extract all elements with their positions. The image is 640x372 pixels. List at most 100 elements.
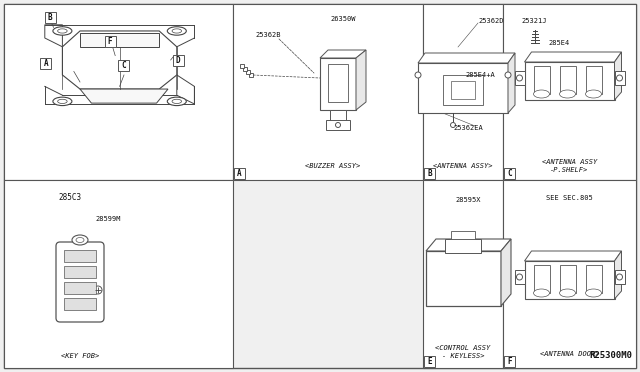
Bar: [64, 266, 96, 278]
Bar: [534, 265, 550, 293]
Ellipse shape: [72, 235, 88, 245]
Text: B: B: [48, 13, 52, 22]
Polygon shape: [501, 239, 511, 306]
Text: 28599M: 28599M: [95, 216, 121, 222]
Bar: [320, 58, 356, 110]
Circle shape: [505, 72, 511, 78]
Text: <ANTENNA ASSY>: <ANTENNA ASSY>: [433, 163, 493, 169]
Circle shape: [516, 274, 522, 280]
Ellipse shape: [53, 97, 72, 106]
Ellipse shape: [559, 90, 575, 98]
Bar: [64, 282, 96, 294]
Ellipse shape: [172, 29, 182, 33]
Ellipse shape: [58, 99, 67, 103]
Polygon shape: [614, 52, 621, 100]
Bar: [503, 180, 636, 368]
Text: 25321J: 25321J: [521, 18, 547, 24]
Bar: [515, 71, 525, 85]
Bar: [330, 110, 346, 122]
Bar: [515, 270, 525, 284]
Text: 25362EA: 25362EA: [453, 125, 483, 131]
Bar: [424, 168, 435, 179]
Circle shape: [451, 122, 456, 128]
Bar: [234, 168, 245, 179]
Text: R25300M0: R25300M0: [589, 351, 632, 360]
Text: SEE SEC.805: SEE SEC.805: [546, 195, 593, 201]
Text: 285C3: 285C3: [58, 193, 81, 202]
Bar: [451, 81, 475, 99]
Text: 25362B: 25362B: [255, 32, 280, 38]
Bar: [426, 251, 501, 306]
Polygon shape: [418, 53, 515, 63]
Ellipse shape: [58, 29, 67, 33]
Bar: [525, 261, 614, 299]
Bar: [504, 356, 515, 367]
Bar: [559, 66, 575, 94]
Polygon shape: [525, 52, 621, 62]
Bar: [328, 64, 348, 102]
Bar: [559, 265, 575, 293]
Bar: [451, 231, 475, 239]
Text: <CONTROL ASSY
- KEYLESS>: <CONTROL ASSY - KEYLESS>: [435, 346, 491, 359]
Polygon shape: [426, 239, 511, 251]
Circle shape: [616, 75, 623, 81]
Text: 285E4: 285E4: [548, 40, 569, 46]
Text: <BUZZER ASSY>: <BUZZER ASSY>: [305, 163, 360, 169]
Circle shape: [335, 122, 340, 128]
Bar: [525, 62, 614, 100]
Text: 285E4+A: 285E4+A: [465, 72, 495, 78]
Polygon shape: [508, 53, 515, 113]
Bar: [504, 168, 515, 179]
Bar: [418, 63, 508, 113]
Text: <ANTENNA DOOR>: <ANTENNA DOOR>: [540, 351, 599, 357]
Bar: [118, 60, 129, 71]
Text: C: C: [121, 61, 125, 70]
Bar: [443, 75, 483, 105]
Bar: [586, 265, 602, 293]
Polygon shape: [80, 89, 168, 103]
Ellipse shape: [167, 97, 186, 106]
FancyBboxPatch shape: [56, 242, 104, 322]
Polygon shape: [356, 50, 366, 110]
Text: C: C: [507, 169, 512, 178]
Ellipse shape: [559, 289, 575, 297]
Ellipse shape: [534, 289, 550, 297]
Bar: [64, 250, 96, 262]
Text: 25362D: 25362D: [478, 18, 504, 24]
Bar: [423, 180, 503, 368]
Polygon shape: [320, 50, 366, 58]
Bar: [614, 270, 625, 284]
Bar: [4, 180, 233, 368]
Circle shape: [516, 75, 522, 81]
Polygon shape: [177, 75, 195, 104]
Bar: [614, 71, 625, 85]
Ellipse shape: [586, 90, 602, 98]
Bar: [40, 58, 51, 69]
Bar: [173, 55, 184, 66]
Text: B: B: [427, 169, 432, 178]
Ellipse shape: [534, 90, 550, 98]
Bar: [45, 12, 56, 23]
Ellipse shape: [586, 289, 602, 297]
Bar: [105, 36, 116, 47]
Polygon shape: [63, 31, 177, 89]
Bar: [586, 66, 602, 94]
Text: 28595X: 28595X: [455, 197, 481, 203]
Ellipse shape: [53, 27, 72, 35]
Polygon shape: [614, 251, 621, 299]
Text: <ANTENNA ASSY
-P.SHELF>: <ANTENNA ASSY -P.SHELF>: [542, 160, 597, 173]
Text: D: D: [176, 56, 180, 65]
Bar: [4, 4, 233, 180]
Text: E: E: [427, 357, 432, 366]
Text: F: F: [108, 37, 113, 46]
Text: A: A: [237, 169, 242, 178]
Bar: [233, 4, 423, 180]
Bar: [503, 4, 636, 180]
Ellipse shape: [172, 99, 182, 103]
Circle shape: [616, 274, 623, 280]
Bar: [424, 356, 435, 367]
Text: A: A: [44, 59, 48, 68]
Bar: [64, 298, 96, 310]
Text: 26350W: 26350W: [330, 16, 356, 22]
Polygon shape: [80, 33, 159, 47]
